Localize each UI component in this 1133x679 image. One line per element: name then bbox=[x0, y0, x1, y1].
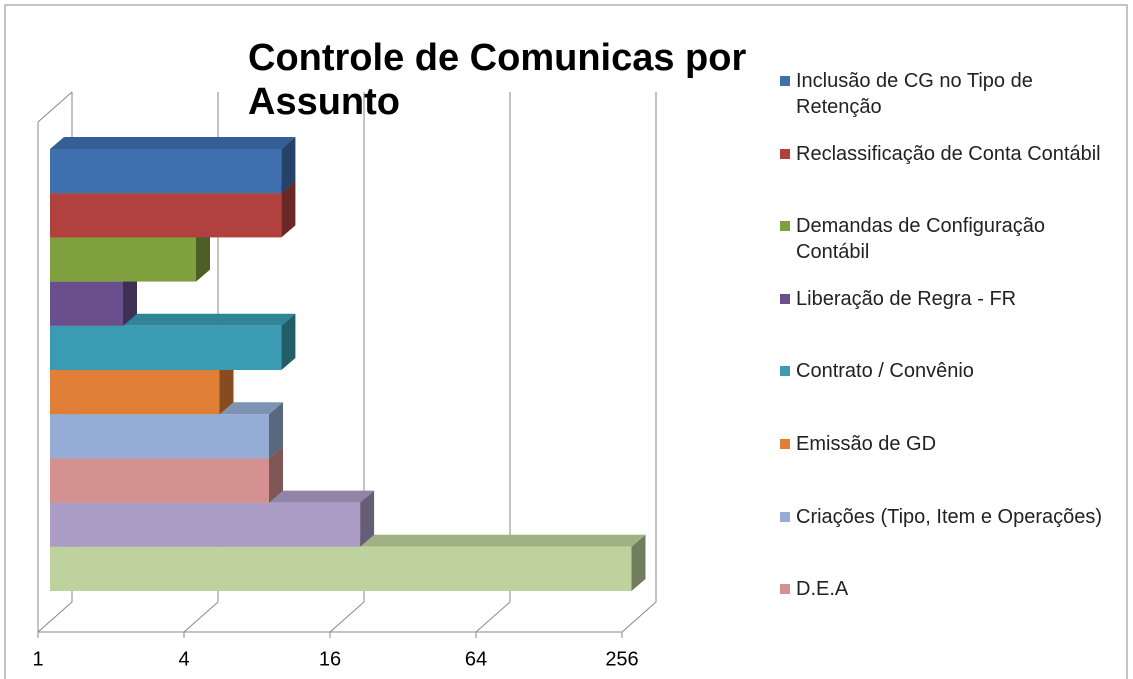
bar-side bbox=[360, 490, 375, 547]
bar bbox=[50, 458, 269, 503]
wall-edge bbox=[37, 91, 73, 123]
legend-entry: Emissão de GD bbox=[780, 431, 1120, 457]
x-tick-label: 1 bbox=[32, 648, 43, 670]
grid-line bbox=[37, 601, 73, 633]
bar bbox=[50, 281, 123, 326]
legend-label: D.E.A bbox=[796, 578, 849, 601]
legend-swatch bbox=[780, 221, 790, 232]
legend-label: Inclusão de CG no Tipo de Retenção bbox=[796, 70, 1033, 118]
legend-swatch bbox=[780, 148, 790, 159]
bar-side bbox=[631, 534, 646, 591]
legend-swatch bbox=[780, 366, 790, 377]
bar bbox=[50, 149, 282, 194]
legend-label: Emissão de GD bbox=[796, 433, 937, 455]
legend-entry: D.E.A bbox=[780, 576, 1120, 602]
bar bbox=[50, 414, 269, 459]
bar bbox=[50, 325, 282, 370]
legend-swatch bbox=[780, 511, 790, 522]
bar bbox=[50, 546, 632, 591]
chart-title: Controle de Comunicas por Assunto bbox=[248, 37, 747, 123]
frame bbox=[4, 4, 1128, 679]
bar-side bbox=[281, 137, 296, 194]
bar-top bbox=[50, 137, 296, 149]
bar-side bbox=[219, 358, 234, 415]
legend-label: Reclassificação de Conta Contábil bbox=[796, 142, 1101, 165]
legend-entry: Demandas de Configuração Contábil bbox=[780, 213, 1120, 265]
x-tick-label: 16 bbox=[319, 648, 341, 670]
legend-entry: Contrato / Convênio bbox=[780, 358, 1120, 384]
grid-line bbox=[475, 601, 511, 633]
legend-label: Liberação de Regra - FR bbox=[796, 287, 1017, 310]
grid-line bbox=[621, 601, 657, 633]
legend-entry: Liberação de Regra - FR bbox=[780, 286, 1120, 312]
bar-side bbox=[269, 402, 283, 459]
legend-swatch bbox=[780, 584, 790, 595]
x-tick-label: 64 bbox=[465, 648, 487, 670]
x-tick-label: 4 bbox=[178, 648, 189, 670]
legend-swatch bbox=[780, 76, 790, 86]
legend-label: Criações (Tipo, Item e Operações) bbox=[796, 505, 1103, 528]
grid-line bbox=[183, 601, 219, 633]
bar-side bbox=[269, 446, 283, 503]
legend-entry: Criações (Tipo, Item e Operações) bbox=[780, 504, 1120, 530]
legend-label: Contrato / Convênio bbox=[796, 360, 974, 383]
legend-swatch bbox=[780, 439, 790, 449]
bar-side bbox=[123, 269, 137, 326]
legend-entry: Reclassificação de Conta Contábil bbox=[780, 141, 1120, 167]
bar bbox=[50, 502, 361, 547]
legend-entry: Inclusão de CG no Tipo de Retenção bbox=[780, 68, 1120, 120]
bar bbox=[50, 193, 282, 238]
bar-side bbox=[196, 225, 210, 282]
bar bbox=[50, 237, 196, 282]
grid-line bbox=[329, 601, 365, 633]
bar bbox=[50, 370, 220, 415]
bar-side bbox=[281, 181, 296, 238]
bar-side bbox=[281, 313, 296, 370]
legend-swatch bbox=[780, 293, 790, 304]
legend-label: Demandas de Configuração Contábil bbox=[796, 215, 1046, 264]
x-tick-label: 256 bbox=[605, 648, 638, 670]
